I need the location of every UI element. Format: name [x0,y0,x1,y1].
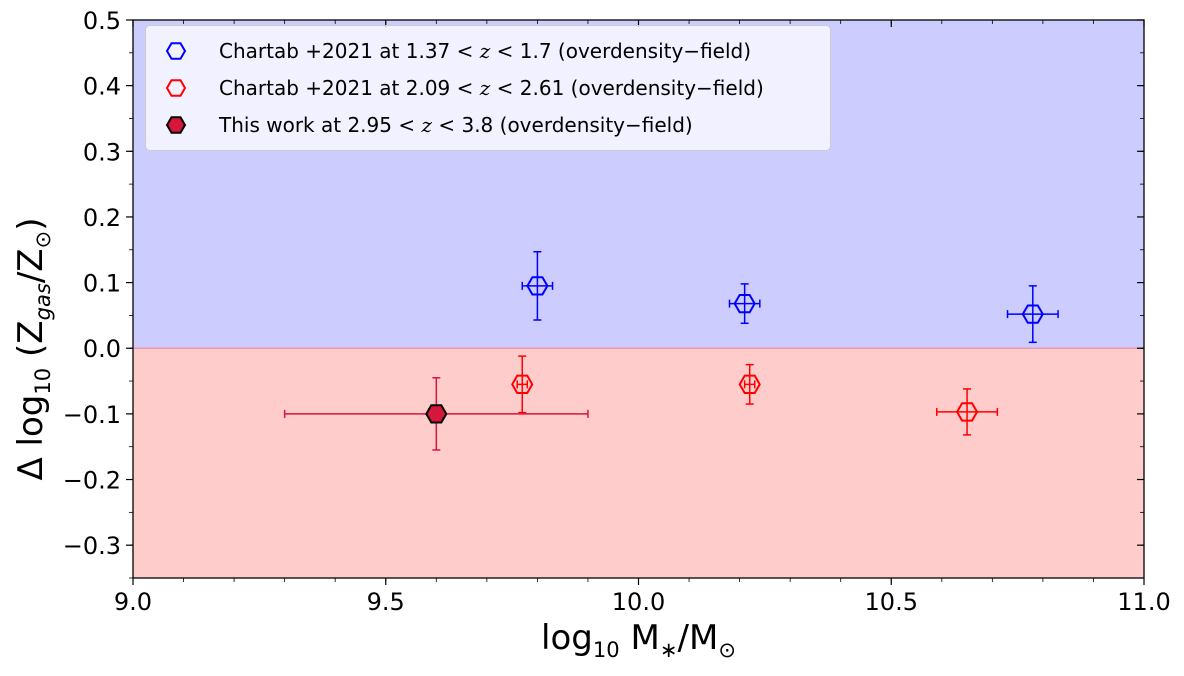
legend-label: This work at 2.95 < z < 3.8 (overdensity… [219,113,693,137]
legend-label: Chartab +2021 at 1.37 < z < 1.7 (overden… [219,39,752,63]
y-tick-label: 0.0 [83,335,121,363]
legend-marker-red-open-hexagon [165,79,187,97]
error-bar [1006,285,1059,344]
negative-region [133,348,1144,578]
y-tick-label: −0.2 [63,467,121,495]
axis-ticks: 9.0 9.5 10.0 10.5 11.0 −0.3 −0.2 −0.1 0.0 0.1 0.2 0… [63,7,1171,616]
data-point-open-hexagon [1021,304,1044,324]
legend-item-chartab-low-z: Chartab +2021 at 1.37 < z < 1.7 (overden… [146,34,830,68]
legend-item-this-work: This work at 2.95 < z < 3.8 (overdensity… [146,108,830,142]
y-tick-label: 0.4 [83,73,121,101]
x-tick-label: 10.0 [612,588,665,616]
y-tick-label: 0.1 [83,270,121,298]
data-point-open-hexagon [511,374,534,394]
data-point-open-hexagon [733,293,756,314]
y-tick-label: 0.3 [83,138,121,166]
data-points [425,276,1044,424]
legend: Chartab +2021 at 1.37 < z < 1.7 (overden… [145,25,831,151]
x-tick-label: 9.5 [367,588,405,616]
y-tick-label: −0.3 [63,532,121,560]
x-tick-label: 11.0 [1117,588,1170,616]
x-tick-label: 10.5 [865,588,918,616]
legend-label: Chartab +2021 at 2.09 < z < 2.61 (overde… [219,76,764,100]
y-tick-label: −0.1 [63,401,121,429]
error-bar [516,355,529,414]
error-bar [935,388,999,436]
data-point-open-hexagon [738,374,761,394]
data-point-open-hexagon [955,402,979,422]
y-tick-label: 0.2 [83,204,121,232]
x-tick-label: 9.0 [114,588,152,616]
legend-marker-filled-hexagon [165,116,187,134]
data-point-open-hexagon [526,276,549,296]
y-tick-label: 0.5 [83,7,121,35]
error-bar [743,363,756,405]
legend-marker-blue-open-hexagon [165,42,187,60]
data-point-filled-hexagon [425,404,448,424]
legend-item-chartab-high-z: Chartab +2021 at 2.09 < z < 2.61 (overde… [146,71,830,105]
x-axis-label: log10 M∗/M⊙ [541,618,736,662]
